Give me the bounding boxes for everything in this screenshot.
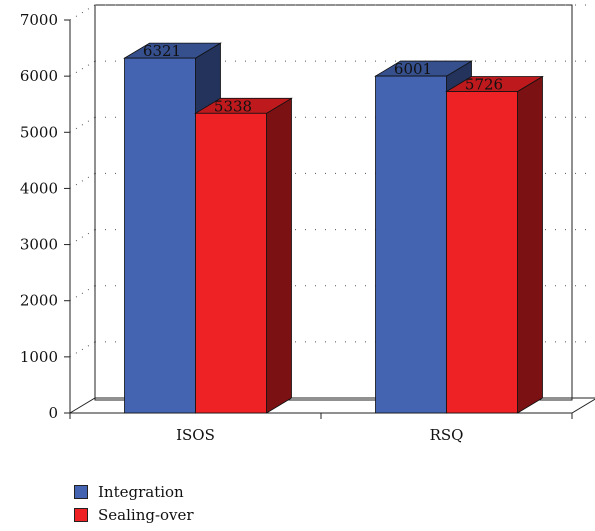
data-label: 5338 [214,97,252,115]
gridline-side [69,285,96,302]
y-tick-label: 3000 [20,236,58,254]
y-tick-label: 6000 [20,67,58,85]
legend-label-sealing-over: Sealing-over [98,505,194,524]
bar-side [266,97,292,414]
bar-front [195,112,267,414]
gridline-side [69,341,96,358]
y-tick-label: 0 [48,404,58,422]
y-tick-label: 7000 [20,11,58,29]
gridline-side [69,229,96,246]
x-tick-label: ISOS [176,426,215,444]
bar-sealing-over-rsq: 5726 [445,75,544,414]
x-axis: ISOS RSQ [69,413,573,444]
gridline-side [69,60,96,77]
y-tick-label: 2000 [20,292,58,310]
legend-item-sealing-over: Sealing-over [74,503,194,526]
bar-front [375,75,447,414]
y-tick-label: 4000 [20,179,58,197]
gridline-side [69,4,96,21]
legend: Integration Sealing-over [74,480,194,526]
back-wall [94,4,573,401]
data-label: 5726 [465,76,503,94]
legend-swatch-integration [74,484,88,499]
legend-item-integration: Integration [74,480,194,503]
bar-side [517,75,543,414]
bar-sealing-over-isos: 5338 [194,97,293,414]
legend-label-integration: Integration [98,482,184,501]
bar-front [124,57,196,414]
y-tick-label: 1000 [20,348,58,366]
bar-chart: 0 1000 2000 3000 4000 5000 6000 7000 6321 5338 60… [20,4,595,444]
y-tick-label: 5000 [20,123,58,141]
gridline-side [69,172,96,189]
legend-swatch-sealing-over [74,507,88,522]
chart-frame [68,4,595,414]
bars: 6321 5338 6001 5726 [123,42,544,414]
gridline-side [69,116,96,133]
bar-front [446,91,518,414]
data-label: 6001 [394,60,432,78]
x-tick-label: RSQ [430,426,464,444]
y-axis: 0 1000 2000 3000 4000 5000 6000 7000 [20,11,70,422]
data-label: 6321 [143,42,181,60]
